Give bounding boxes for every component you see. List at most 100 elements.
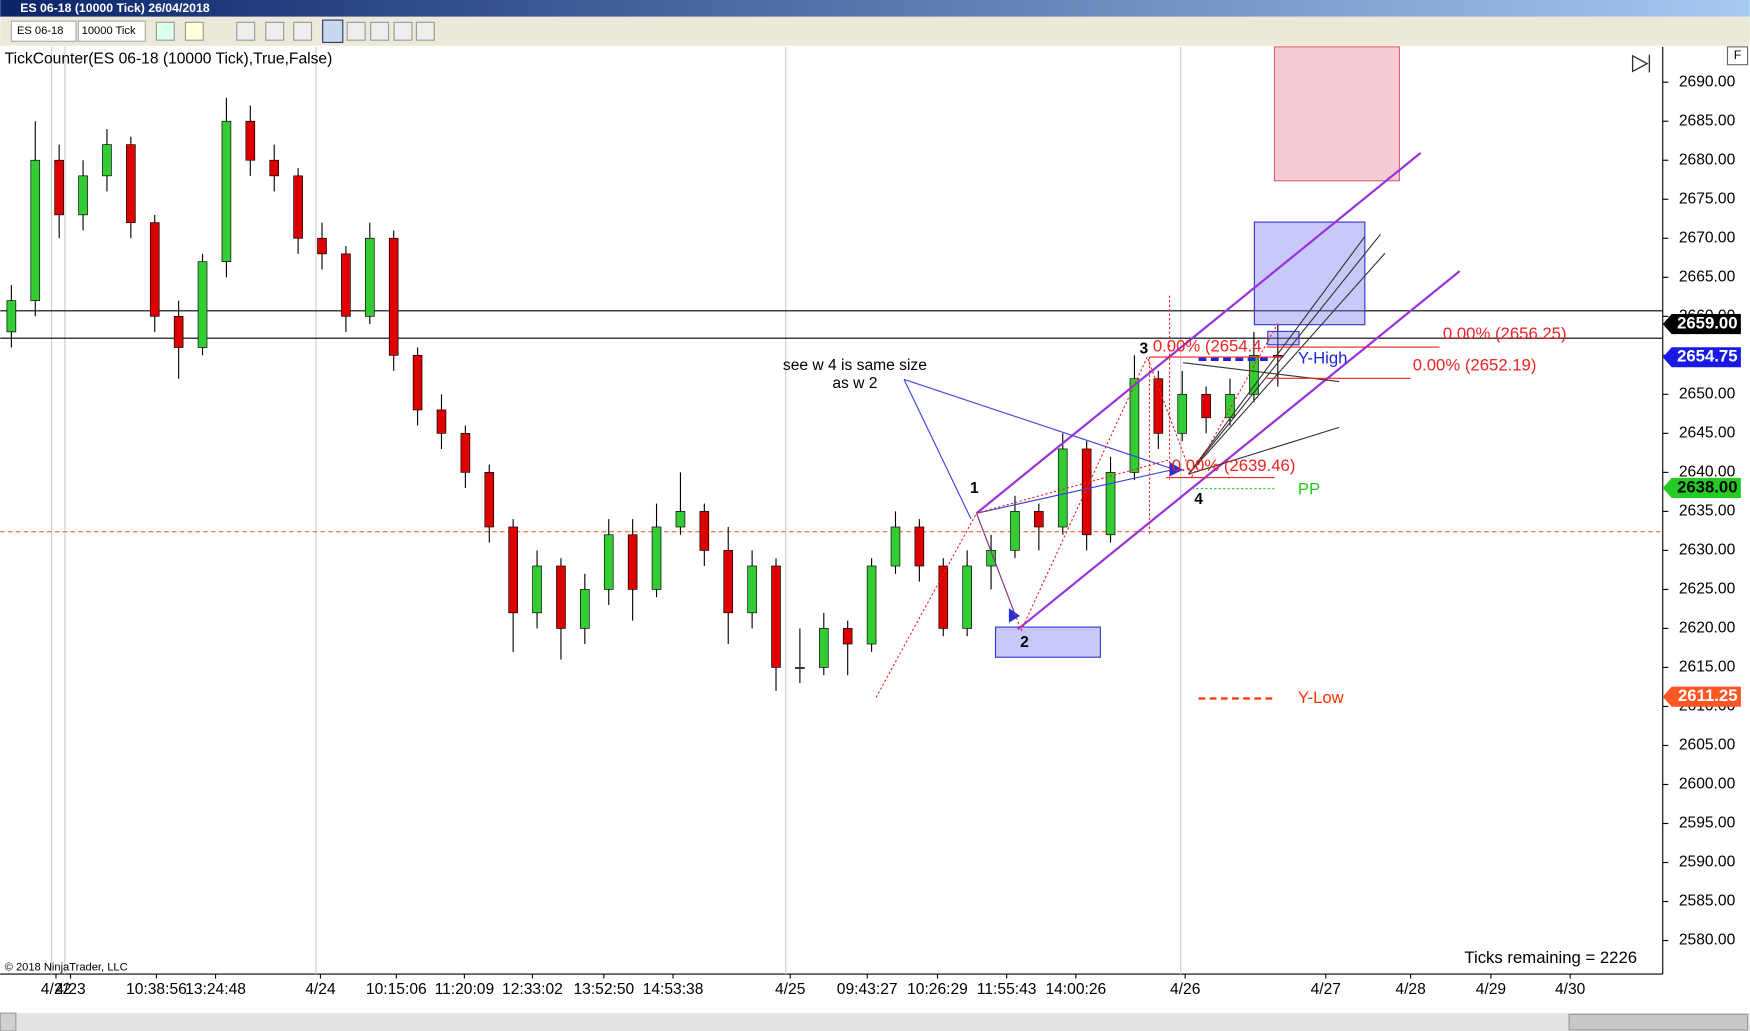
y-tick-label: 2645.00	[1679, 424, 1736, 441]
y-tick-label: 2685.00	[1679, 112, 1736, 129]
fib-lines	[1149, 346, 1440, 479]
price-tag	[1662, 477, 1741, 499]
candle-body	[1010, 511, 1020, 551]
toolbar	[0, 16, 1750, 46]
candle-body	[842, 628, 853, 645]
y-tick-label: 2650.00	[1679, 385, 1736, 402]
scrollbar[interactable]	[0, 1013, 1750, 1031]
toolbar-button[interactable]	[415, 21, 435, 41]
instrument-select[interactable]	[10, 20, 77, 42]
toolbar-button[interactable]	[265, 21, 285, 41]
y-tick-label: 2625.00	[1679, 581, 1736, 598]
arrow-head	[1169, 461, 1183, 477]
candle-body	[1105, 472, 1116, 536]
note: as w 2	[832, 375, 877, 392]
candle-body	[436, 409, 447, 434]
zone-box	[994, 626, 1101, 658]
candle-body	[1034, 511, 1044, 528]
candle-body	[866, 565, 877, 645]
candle-body	[126, 144, 136, 223]
target-zone	[1273, 46, 1400, 182]
indicator-label: TickCounter(ES 06-18 (10000 Tick),True,F…	[5, 50, 333, 67]
candle-body	[364, 237, 375, 317]
candle-body	[627, 534, 638, 590]
candle-body	[1201, 393, 1211, 419]
candle-body	[890, 526, 901, 567]
toolbar-button[interactable]	[370, 21, 390, 41]
candle-body	[962, 565, 972, 629]
f-button[interactable]	[1726, 46, 1749, 66]
candle-body	[412, 354, 423, 411]
scroll-left[interactable]	[0, 1012, 17, 1031]
wave-label: 1	[970, 480, 979, 497]
x-tick-label: 10:26:29	[907, 981, 968, 998]
candle-body	[293, 175, 303, 239]
x-tick-label: 4/22	[41, 981, 71, 998]
candle-body	[173, 315, 184, 348]
y-tick-label: 2640.00	[1679, 463, 1736, 480]
ticks-remaining: Ticks remaining = 2226	[1464, 948, 1637, 967]
candle-body	[269, 159, 280, 177]
candle-body	[1057, 448, 1068, 528]
wave-lines	[875, 295, 1279, 698]
wave-label: 3	[1140, 340, 1149, 357]
candle-body	[149, 222, 160, 317]
x-tick-label: 10:38:56	[126, 981, 187, 998]
y-tick-label: 2605.00	[1679, 737, 1736, 754]
f-label: F	[1734, 48, 1742, 62]
window-title: ES 06-18 (10000 Tick) 26/04/2018	[20, 1, 210, 15]
x-tick-label: 14:00:26	[1045, 981, 1106, 998]
period: 10000 Tick	[82, 25, 136, 37]
note: see w 4 is same size	[783, 357, 927, 374]
toolbar-button[interactable]	[155, 21, 175, 41]
price-tag	[1662, 686, 1741, 707]
toolbar-button[interactable]	[184, 21, 204, 41]
x-tick-label: 4/28	[1395, 981, 1425, 998]
candle-body	[1129, 378, 1140, 473]
channel	[975, 151, 1461, 631]
price-tag	[1662, 347, 1741, 368]
toolbar-button[interactable]	[346, 21, 366, 41]
candle-body	[914, 526, 925, 567]
y-tick-label: 2590.00	[1679, 854, 1736, 871]
x-tick-label: 13:52:50	[573, 981, 634, 998]
arrow-head	[1008, 608, 1021, 623]
copyright: © 2018 NinjaTrader, LLC	[5, 961, 128, 973]
fib-label: 0.00% (2656.25)	[1443, 324, 1567, 343]
candle-body	[460, 433, 471, 473]
toolbar-button[interactable]	[322, 19, 344, 43]
y-tick-label: 2585.00	[1679, 893, 1736, 910]
candle-body	[317, 237, 327, 255]
x-tick-label: 4/29	[1476, 981, 1506, 998]
x-tick-label: 13:24:48	[185, 981, 246, 998]
candle-body	[1081, 448, 1092, 536]
instrument: ES 06-18	[17, 25, 63, 37]
level-label: Y-High	[1298, 349, 1348, 368]
y-tick-label: 2680.00	[1679, 151, 1736, 168]
zone-box	[1267, 330, 1300, 346]
candle-body	[771, 565, 781, 668]
candle-body	[221, 120, 232, 263]
toolbar-button[interactable]	[393, 21, 413, 41]
candle-body	[245, 120, 256, 161]
session-lines	[50, 46, 1182, 975]
candle-body	[197, 261, 208, 348]
y-tick-label: 2580.00	[1679, 932, 1736, 949]
plot	[0, 97, 1663, 691]
toolbar-button[interactable]	[236, 21, 256, 41]
candle-body	[341, 253, 351, 317]
candle-body	[580, 589, 590, 629]
candle-body	[938, 565, 949, 629]
price-tag-label: 2611.25	[1678, 686, 1738, 705]
x-tick-label: 4/24	[305, 981, 336, 998]
level-label: Y-Low	[1298, 688, 1345, 707]
y-tick-label: 2635.00	[1679, 502, 1736, 519]
toolbar-button[interactable]	[293, 21, 313, 41]
x-tick-label: 4/30	[1555, 981, 1586, 998]
y-tick-label: 2675.00	[1679, 190, 1736, 207]
scroll-thumb[interactable]	[1568, 1013, 1749, 1031]
candle-body	[6, 300, 17, 333]
y-tick-label: 2600.00	[1679, 776, 1736, 793]
period-select[interactable]	[77, 20, 146, 42]
scroll-end-icon[interactable]	[1631, 54, 1651, 73]
